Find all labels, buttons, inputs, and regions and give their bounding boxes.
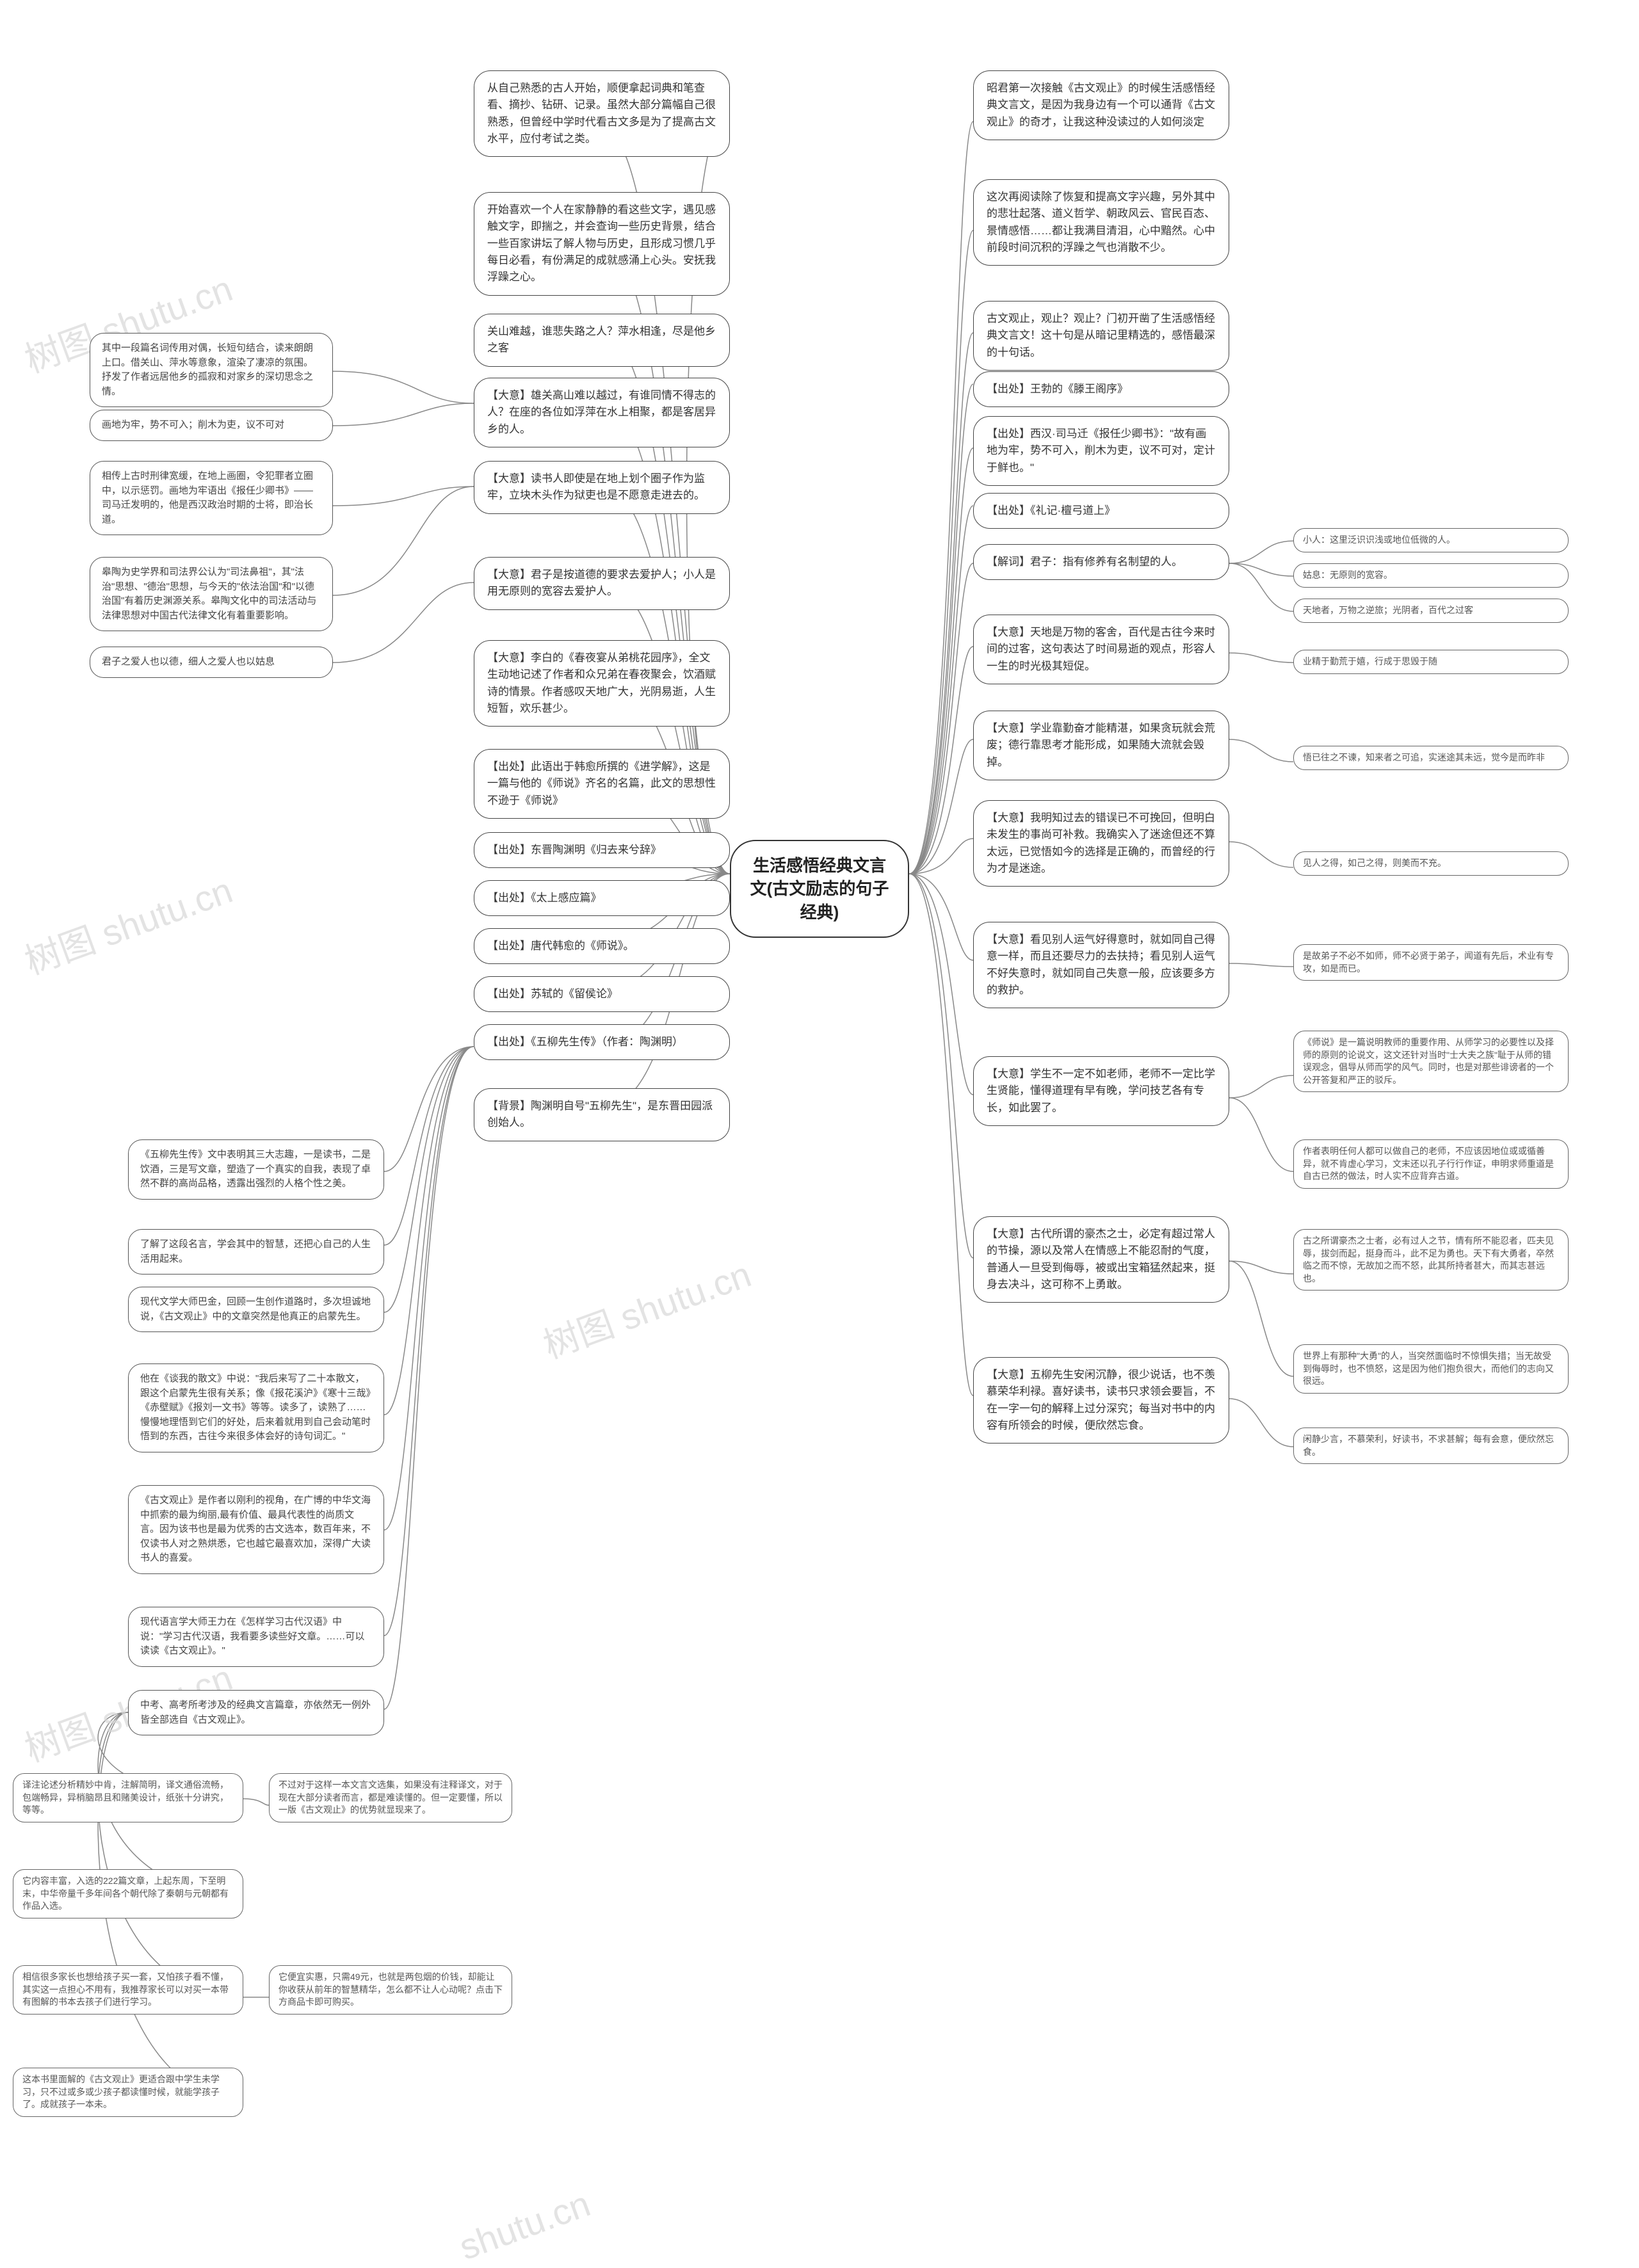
left-leaf[interactable]: 其中一段篇名词传用对偶，长短句结合，读来朗朗上口。借关山、萍水等意象，渲染了凄凉…: [90, 333, 333, 407]
right-sub[interactable]: 作者表明任何人都可以做自己的老师，不应该因地位或或循善异，就不肯虚心学习，文末还…: [1293, 1139, 1569, 1189]
left-branch[interactable]: 【背景】陶渊明自号"五柳先生"，是东晋田园派创始人。: [474, 1088, 730, 1141]
bottom-leaf[interactable]: 《古文观止》是作者以刚利的视角，在广博的中华文海中抓索的最为绚丽,最有价值、最具…: [128, 1485, 384, 1574]
bottom-leaf[interactable]: 现代文学大师巴金，回顾一生创作道路时，多次坦诚地说，《古文观止》中的文章突然是他…: [128, 1287, 384, 1332]
right-sub[interactable]: 闲静少言，不慕荣利，好读书，不求甚解；每有会意，便欣然忘食。: [1293, 1428, 1569, 1464]
left-leaf[interactable]: 画地为牢，势不可入；削木为吏，议不可对: [90, 410, 333, 441]
right-branch[interactable]: 【大意】学生不一定不如老师，老师不一定比学生贤能，懂得道理有早有晚，学问技艺各有…: [973, 1056, 1229, 1126]
right-branch[interactable]: 【大意】古代所谓的豪杰之士，必定有超过常人的节操，源以及常人在情感上不能忍耐的气…: [973, 1216, 1229, 1303]
far-leaf[interactable]: 相信很多家长也想给孩子买一套，又怕孩子看不懂，其实这一点担心不用有，我推荐家长可…: [13, 1965, 243, 2015]
left-branch[interactable]: 【出处】苏轼的《留侯论》: [474, 976, 730, 1012]
right-branch[interactable]: 【出处】《礼记·檀弓道上》: [973, 493, 1229, 529]
right-branch[interactable]: 【出处】西汉·司马迁《报任少卿书》："故有画地为牢，势不可入，削木为吏，议不可对…: [973, 416, 1229, 486]
right-branch[interactable]: 这次再阅读除了恢复和提高文字兴趣，另外其中的悲壮起落、道义哲学、朝政风云、官民百…: [973, 179, 1229, 266]
left-branch[interactable]: 【大意】读书人即使是在地上划个圈子作为监牢，立块木头作为狱吏也是不愿意走进去的。: [474, 461, 730, 514]
watermark: 树图 shutu.cn: [535, 1246, 757, 1369]
right-sub[interactable]: 《师说》是一篇说明教师的重要作用、从师学习的必要性以及择师的原则的论说文，这文还…: [1293, 1031, 1569, 1092]
far-leaf[interactable]: 译注论述分析精妙中肯，注解简明，译文通俗流畅，包端畅异，异梢脑昂且和赌美设计，纸…: [13, 1773, 243, 1822]
right-sub[interactable]: 天地者，万物之逆旅；光阴者，百代之过客: [1293, 599, 1569, 623]
bottom-leaf[interactable]: 他在《谈我的散文》中说："我后来写了二十本散文，跟这个启蒙先生很有关系；像《报花…: [128, 1363, 384, 1452]
right-sub[interactable]: 见人之得，如己之得，则美而不充。: [1293, 851, 1569, 876]
left-branch[interactable]: 从自己熟悉的古人开始，顺便拿起词典和笔查看、摘抄、钻研、记录。虽然大部分篇幅自己…: [474, 70, 730, 157]
left-branch[interactable]: 开始喜欢一个人在家静静的看这些文字，遇见感触文字，即揣之，并会查询一些历史背景，…: [474, 192, 730, 296]
watermark: 树图 shutu.cn: [17, 862, 239, 985]
right-branch[interactable]: 【解词】君子：指有修养有名制望的人。: [973, 544, 1229, 580]
right-branch[interactable]: 昭君第一次接触《古文观止》的时候生活感悟经典文言文，是因为我身边有一个可以通背《…: [973, 70, 1229, 140]
left-branch[interactable]: 【出处】此语出于韩愈所撰的《进学解》，这是一篇与他的《师说》齐名的名篇，此文的思…: [474, 749, 730, 819]
bottom-leaf[interactable]: 了解了这段名言，学会其中的智慧，还把心自己的人生活用起来。: [128, 1229, 384, 1275]
right-sub[interactable]: 小人：这里泛识识浅或地位低微的人。: [1293, 528, 1569, 552]
right-branch[interactable]: 【大意】天地是万物的客舍，百代是古往今来时间的过客，这句表达了时间易逝的观点，形…: [973, 615, 1229, 684]
left-branch[interactable]: 关山难越，谁悲失路之人？萍水相逢，尽是他乡之客: [474, 314, 730, 367]
left-leaf[interactable]: 皋陶为史学界和司法界公认为"司法鼻祖"，其"法治"思想、"德治"思想，与今天的"…: [90, 557, 333, 631]
left-branch[interactable]: 【大意】李白的《春夜宴从弟桃花园序》，全文生动地记述了作者和众兄弟在春夜聚会，饮…: [474, 640, 730, 727]
left-branch[interactable]: 【出处】《太上感应篇》: [474, 880, 730, 916]
right-branch[interactable]: 【大意】学业靠勤奋才能精湛，如果贪玩就会荒废；德行靠思考才能形成，如果随大流就会…: [973, 711, 1229, 780]
right-branch[interactable]: 【大意】我明知过去的错误已不可挽回，但明白未发生的事尚可补救。我确实入了迷途但还…: [973, 800, 1229, 887]
right-sub[interactable]: 是故弟子不必不如师，师不必贤于弟子，闻道有先后，术业有专攻，如是而已。: [1293, 944, 1569, 981]
left-branch[interactable]: 【出处】《五柳先生传》（作者：陶渊明）: [474, 1024, 730, 1060]
right-sub[interactable]: 业精于勤荒于嬉，行成于思毁于随: [1293, 650, 1569, 674]
left-leaf[interactable]: 君子之爱人也以德，细人之爱人也以姑息: [90, 647, 333, 678]
right-branch[interactable]: 古文观止，观止？观止？门初开凿了生活感悟经典文言文！这十句是从暗记里精选的，感悟…: [973, 301, 1229, 371]
sub-leaf[interactable]: 不过对于这样一本文言文选集，如果没有注释译文，对于现在大部分读者而言，都是难读懂…: [269, 1773, 512, 1822]
right-sub[interactable]: 古之所谓豪杰之士者，必有过人之节，情有所不能忍者，匹夫见辱，拔剑而起，挺身而斗，…: [1293, 1229, 1569, 1291]
far-leaf[interactable]: 它内容丰富，入选的222篇文章，上起东周，下至明末，中华帝量千多年间各个朝代除了…: [13, 1869, 243, 1918]
left-leaf[interactable]: 相传上古时刑律宽缓，在地上画圈，令犯罪者立圈中，以示惩罚。画地为牢语出《报任少卿…: [90, 461, 333, 535]
root-node[interactable]: 生活感悟经典文言文(古文励志的句子经典): [730, 840, 909, 938]
bottom-leaf[interactable]: 现代语言学大师王力在《怎样学习古代汉语》中说："学习古代汉语，我看要多读些好文章…: [128, 1607, 384, 1667]
sub-leaf[interactable]: 它便宜实惠，只需49元，也就是两包烟的价钱，却能让你收获从前年的智慧精华，怎么都…: [269, 1965, 512, 2015]
left-branch[interactable]: 【出处】东晋陶渊明《归去来兮辞》: [474, 832, 730, 868]
bottom-leaf[interactable]: 中考、高考所考涉及的经典文言篇章，亦依然无一例外皆全部选自《古文观止》。: [128, 1690, 384, 1735]
bottom-leaf[interactable]: 《五柳先生传》文中表明其三大志趣，一是读书，二是饮酒，三是写文章，塑造了一个真实…: [128, 1139, 384, 1200]
right-branch[interactable]: 【大意】看见别人运气好得意时，就如同自己得意一样，而且还要尽力的去扶持；看见别人…: [973, 922, 1229, 1008]
left-branch[interactable]: 【大意】雄关高山难以越过，有谁同情不得志的人？在座的各位如浮萍在水上相聚，都是客…: [474, 378, 730, 447]
watermark: shutu.cn: [454, 2183, 595, 2268]
right-branch[interactable]: 【大意】五柳先生安闲沉静，很少说话，也不羡慕荣华利禄。喜好读书，读书只求领会要旨…: [973, 1357, 1229, 1444]
right-branch[interactable]: 【出处】王勃的《滕王阁序》: [973, 371, 1229, 407]
right-sub[interactable]: 世界上有那种"大勇"的人，当突然面临时不惊惧失措；当无故受到侮辱时，也不愤怒，这…: [1293, 1344, 1569, 1394]
left-branch[interactable]: 【大意】君子是按道德的要求去爱护人；小人是用无原则的宽容去爱护人。: [474, 557, 730, 610]
right-sub[interactable]: 悟已往之不谏，知来者之可追，实迷途其未远，觉今是而昨非: [1293, 746, 1569, 770]
left-branch[interactable]: 【出处】唐代韩愈的《师说》。: [474, 928, 730, 964]
right-sub[interactable]: 姑息：无原则的宽容。: [1293, 563, 1569, 588]
far-leaf[interactable]: 这本书里面解的《古文观止》更适合跟中学生未学习，只不过或多或少孩子都读懂时候，就…: [13, 2068, 243, 2117]
